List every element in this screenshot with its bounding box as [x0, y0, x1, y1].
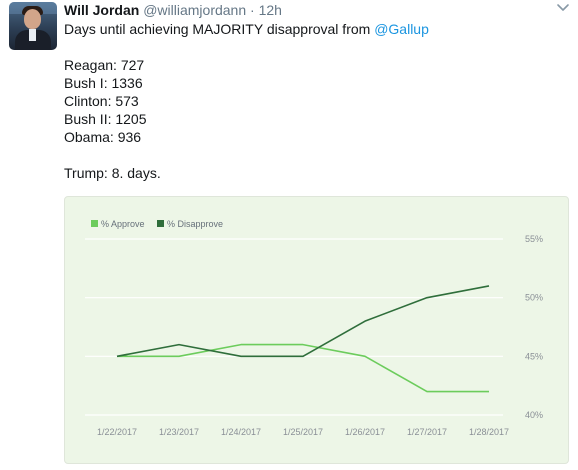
president-line: Bush II: 1205	[64, 111, 147, 127]
legend-label-disapprove: % Disapprove	[167, 219, 223, 229]
x-tick-label: 1/28/2017	[469, 427, 509, 437]
avatar-shirt	[29, 29, 36, 41]
x-tick-label: 1/23/2017	[159, 427, 199, 437]
y-tick-label: 40%	[525, 410, 543, 420]
avatar[interactable]	[9, 2, 57, 50]
tweet-header: Will Jordan @williamjordann · 12h	[64, 1, 282, 19]
president-line: Clinton: 573	[64, 93, 139, 109]
y-tick-label: 55%	[525, 234, 543, 244]
user-handle[interactable]: @williamjordann	[143, 2, 247, 18]
blank-line	[64, 38, 564, 56]
y-axis-labels: 55% 50% 45% 40%	[525, 234, 543, 420]
trump-line: Trump: 8. days.	[64, 165, 161, 181]
intro-text: Days until achieving MAJORITY disapprova…	[64, 21, 375, 37]
gridlines	[85, 238, 503, 416]
legend-label-approve: % Approve	[101, 219, 145, 229]
display-name[interactable]: Will Jordan	[64, 2, 140, 18]
avatar-face	[24, 9, 41, 29]
president-line: Obama: 936	[64, 129, 142, 145]
legend-swatch-disapprove	[157, 220, 164, 227]
tweet-line-intro: Days until achieving MAJORITY disapprova…	[64, 20, 564, 38]
tweet-text: Days until achieving MAJORITY disapprova…	[64, 20, 564, 182]
legend-swatch-approve	[91, 220, 98, 227]
y-tick-label: 50%	[525, 293, 543, 303]
president-line: Reagan: 727	[64, 57, 145, 73]
blank-line	[64, 146, 564, 164]
y-tick-label: 45%	[525, 351, 543, 361]
separator-dot: ·	[250, 2, 255, 18]
x-tick-label: 1/26/2017	[345, 427, 385, 437]
disapprove-series-line	[116, 285, 490, 358]
timestamp[interactable]: 12h	[258, 2, 282, 18]
x-tick-label: 1/24/2017	[221, 427, 261, 437]
chevron-down-icon[interactable]	[556, 0, 570, 14]
x-axis-labels: 1/22/2017 1/23/2017 1/24/2017 1/25/2017 1/26…	[97, 427, 509, 437]
mention-link[interactable]: @Gallup	[374, 21, 429, 37]
series-lines	[116, 285, 490, 393]
x-tick-label: 1/25/2017	[283, 427, 323, 437]
line-chart: % Approve % Disapprove 1/22/2017 1/23/201…	[85, 219, 543, 437]
chart-legend: % Approve % Disapprove	[91, 219, 223, 229]
x-tick-label: 1/22/2017	[97, 427, 137, 437]
chart-card[interactable]: % Approve % Disapprove 1/22/2017 1/23/201…	[64, 196, 569, 464]
approve-series-line	[117, 343, 489, 393]
president-line: Bush I: 1336	[64, 75, 143, 91]
x-tick-label: 1/27/2017	[407, 427, 447, 437]
